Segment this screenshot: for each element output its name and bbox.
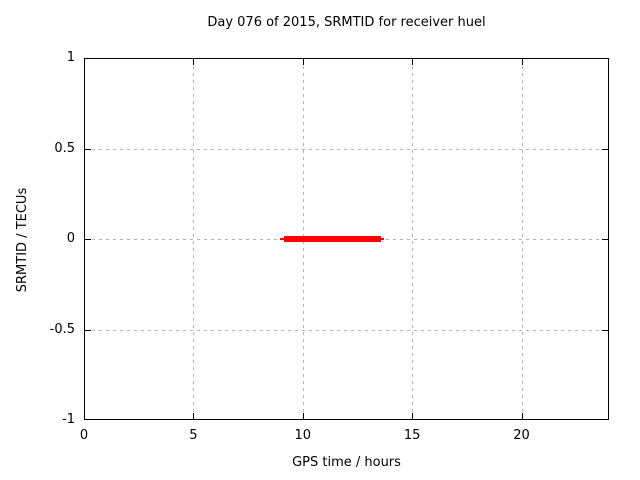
series-line-srmtid [283,236,381,242]
x-tick-label: 0 [79,428,89,443]
x-tick-bottom [302,413,304,419]
y-tick-right [602,148,608,150]
x-tick-top [193,59,195,65]
y-tick-label: 0.5 [54,140,75,156]
x-tick-bottom [193,413,195,419]
x-tick-bottom [521,413,523,419]
gridline-y [85,148,608,150]
chart-title: Day 076 of 2015, SRMTID for receiver hue… [207,15,486,30]
x-tick-top [302,59,304,65]
x-tick-label: 15 [403,428,421,443]
x-tick-top [412,59,414,65]
y-tick-label: 0 [66,231,75,246]
y-tick-left [85,329,91,331]
y-tick-label: 1 [66,50,75,65]
y-tick-label: -0.5 [49,321,75,337]
x-tick-label: 5 [189,428,198,443]
y-tick-right [602,239,608,240]
x-tick-label: 10 [294,428,312,443]
gridline-y [85,329,608,331]
y-tick-left [85,148,91,150]
y-tick-right [602,329,608,331]
y-tick-label: -1 [62,412,75,427]
x-tick-top [521,59,523,65]
y-tick-left [85,239,91,240]
x-tick-label: 20 [513,428,530,443]
x-axis-title: GPS time / hours [292,455,401,470]
x-tick-bottom [412,413,414,419]
